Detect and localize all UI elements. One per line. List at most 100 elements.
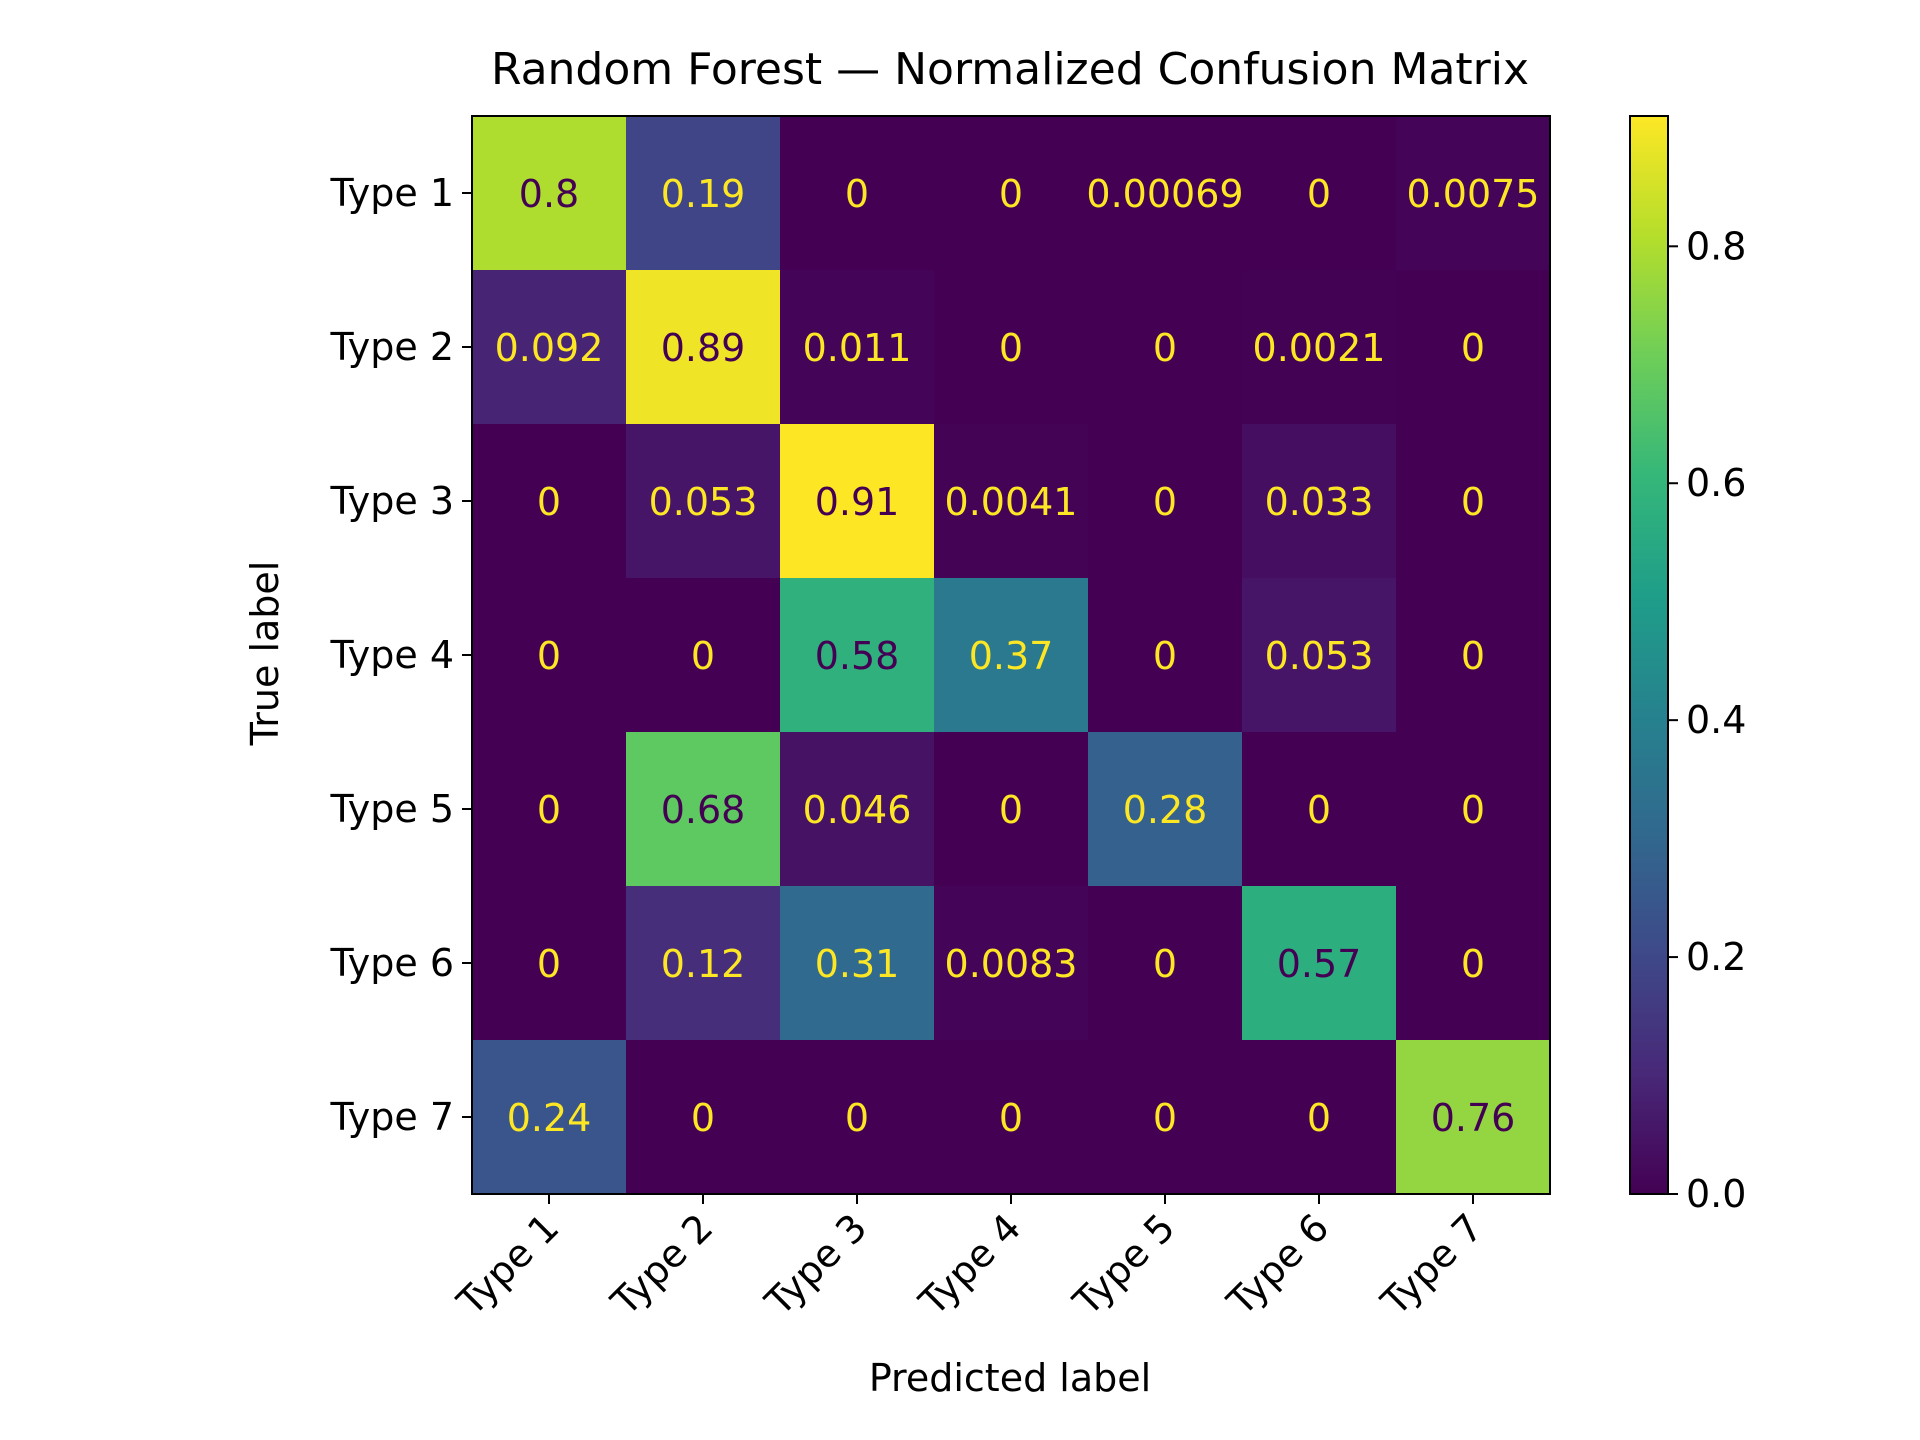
heatmap-cell: [472, 732, 627, 887]
cell-value-label: 0.046: [803, 788, 912, 832]
heatmap-cell: [626, 424, 781, 579]
y-tick-label: Type 1: [329, 171, 454, 215]
cell-value-label: 0.68: [661, 788, 746, 832]
colorbar-tick-label: 0.0: [1686, 1172, 1746, 1216]
cell-value-label: 0.58: [815, 634, 900, 678]
x-axis-label: Predicted label: [869, 1356, 1151, 1400]
y-tick-label: Type 5: [329, 787, 454, 831]
cell-value-label: 0: [1307, 1096, 1331, 1140]
x-tick-label: Type 7: [1372, 1205, 1491, 1324]
cell-value-label: 0.76: [1431, 1096, 1516, 1140]
heatmap-cell: [934, 424, 1089, 579]
heatmap-cell: [1396, 732, 1551, 887]
heatmap-cell: [1396, 578, 1551, 733]
heatmap-cell: [934, 270, 1089, 425]
x-tick-label: Type 1: [448, 1205, 567, 1324]
cell-value-label: 0.053: [649, 480, 758, 524]
heatmap-cell: [934, 116, 1089, 271]
heatmap-cell: [472, 1040, 627, 1195]
cell-value-label: 0.91: [815, 480, 900, 524]
x-tick-label: Type 5: [1064, 1205, 1183, 1324]
cell-value-label: 0: [1461, 634, 1485, 678]
heatmap-cell: [1088, 578, 1243, 733]
heatmap-cell: [780, 578, 935, 733]
y-tick-label: Type 2: [329, 325, 454, 369]
y-axis: Type 1 Type 2 Type 3 Type 4 Type 5 Type 6 Type…: [329, 171, 472, 1139]
heatmap-cell: [1242, 270, 1397, 425]
cell-value-label: 0.053: [1265, 634, 1374, 678]
heatmap-cell: [1396, 424, 1551, 579]
cell-value-label: 0: [1461, 480, 1485, 524]
cell-value-label: 0.0075: [1407, 172, 1540, 216]
cell-value-label: 0.0041: [945, 480, 1078, 524]
heatmap-cell: [1088, 732, 1243, 887]
cell-value-label: 0: [845, 1096, 869, 1140]
heatmap-cell: [626, 732, 781, 887]
heatmap-cell: [1242, 886, 1397, 1041]
heatmap-cell: [780, 270, 935, 425]
y-axis-label: True label: [243, 561, 287, 747]
heatmap-cell: [626, 270, 781, 425]
heatmap-cell: [780, 732, 935, 887]
heatmap-cell: [1242, 732, 1397, 887]
heatmap-cell: [1396, 886, 1551, 1041]
heatmap-cell: [1242, 116, 1397, 271]
colorbar-gradient: [1629, 115, 1669, 1195]
cell-value-label: 0.00069: [1086, 172, 1243, 216]
heatmap-cell: [1396, 116, 1551, 271]
cell-value-label: 0: [1153, 326, 1177, 370]
heatmap-cell: [472, 886, 627, 1041]
heatmap-cell: [934, 578, 1089, 733]
cell-value-label: 0: [1461, 942, 1485, 986]
cell-value-label: 0: [537, 634, 561, 678]
cell-value-label: 0: [1307, 172, 1331, 216]
cell-value-label: 0.092: [495, 326, 604, 370]
heatmap-cell: [1242, 424, 1397, 579]
heatmap-cell: [472, 116, 627, 271]
x-tick-label: Type 2: [602, 1205, 721, 1324]
cell-value-label: 0.57: [1277, 942, 1362, 986]
x-tick-label: Type 3: [756, 1205, 875, 1324]
cell-value-label: 0: [1153, 634, 1177, 678]
colorbar-tick-label: 0.8: [1686, 224, 1746, 268]
colorbar-tick-label: 0.4: [1686, 698, 1746, 742]
cell-value-label: 0.89: [661, 326, 746, 370]
cell-value-label: 0: [1153, 1096, 1177, 1140]
cell-value-label: 0: [1461, 788, 1485, 832]
heatmap-cell: [934, 1040, 1089, 1195]
cell-value-label: 0: [999, 172, 1023, 216]
colorbar-tick-label: 0.6: [1686, 461, 1746, 505]
heatmap-cell: [626, 886, 781, 1041]
heatmap-cell: [780, 1040, 935, 1195]
cell-value-label: 0: [845, 172, 869, 216]
cell-value-label: 0: [537, 480, 561, 524]
heatmap-cell: [780, 424, 935, 579]
heatmap-cells: [472, 116, 1551, 1195]
cell-value-label: 0: [1461, 326, 1485, 370]
cell-value-labels: 0.8 0.19 0 0 0.00069 0 0.0075 0.092 0.89 0.011 0 0 0…: [495, 172, 1540, 1140]
cell-value-label: 0: [537, 942, 561, 986]
heatmap-cell: [1396, 270, 1551, 425]
cell-value-label: 0: [1153, 480, 1177, 524]
cell-value-label: 0: [537, 788, 561, 832]
y-tick-label: Type 4: [329, 633, 454, 677]
cell-value-label: 0: [1307, 788, 1331, 832]
heatmap-cell: [626, 1040, 781, 1195]
x-axis: Type 1 Type 2 Type 3 Type 4 Type 5 Type 6 Type…: [448, 1194, 1491, 1324]
cell-value-label: 0.19: [661, 172, 746, 216]
heatmap-cell: [780, 886, 935, 1041]
cell-value-label: 0.011: [803, 326, 912, 370]
cell-value-label: 0.24: [507, 1096, 592, 1140]
cell-value-label: 0: [999, 1096, 1023, 1140]
cell-value-label: 0.31: [815, 942, 900, 986]
cell-value-label: 0: [999, 326, 1023, 370]
cell-value-label: 0.37: [969, 634, 1054, 678]
heatmap-cell: [472, 270, 627, 425]
cell-value-label: 0: [1153, 942, 1177, 986]
y-tick-label: Type 3: [329, 479, 454, 523]
heatmap-cell: [1242, 1040, 1397, 1195]
heatmap-cell: [1242, 578, 1397, 733]
heatmap-cell: [626, 116, 781, 271]
cell-value-label: 0.0083: [945, 942, 1078, 986]
